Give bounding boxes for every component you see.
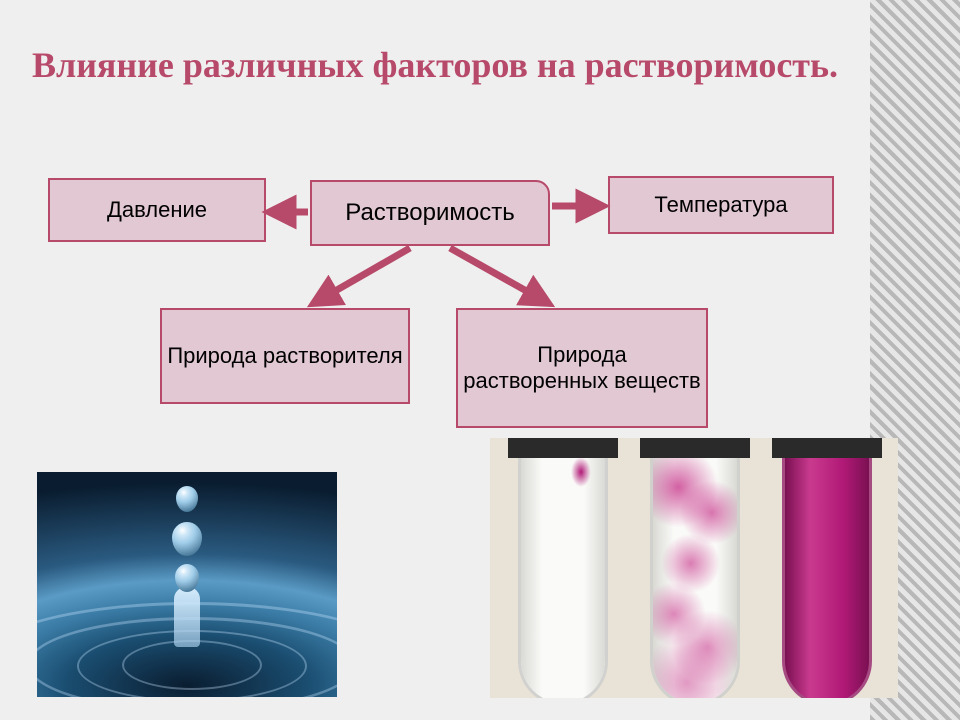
box-temperature: Температура [608, 176, 834, 234]
box-solvent-label: Природа растворителя [167, 343, 402, 369]
box-solute: Природа растворенных веществ [456, 308, 708, 428]
box-pressure: Давление [48, 178, 266, 242]
slide-title: Влияние различных факторов на растворимо… [0, 45, 870, 86]
box-pressure-label: Давление [107, 197, 207, 223]
test-tubes-image [490, 438, 898, 698]
water-drop-image [37, 472, 337, 697]
box-center: Растворимость [310, 180, 550, 246]
box-temperature-label: Температура [654, 192, 787, 218]
box-solute-label: Природа растворенных веществ [462, 342, 702, 394]
box-center-label: Растворимость [345, 199, 514, 227]
box-solvent: Природа растворителя [160, 308, 410, 404]
